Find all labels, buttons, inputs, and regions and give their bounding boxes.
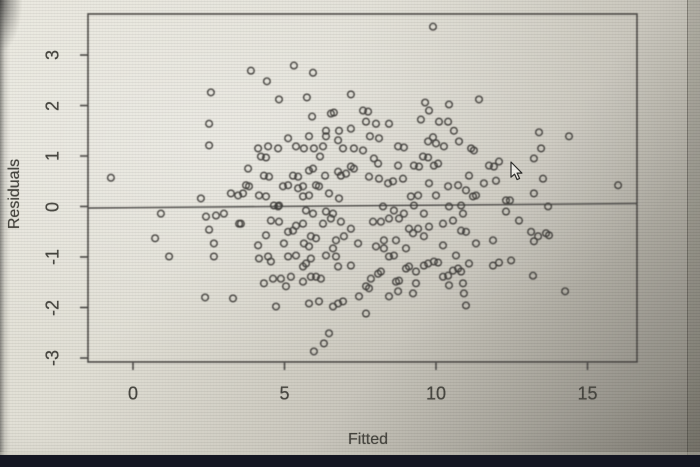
x-tick-label: 10 [425,383,447,404]
right-seam [687,0,700,467]
y-tick-label: 3 [42,49,63,61]
y-tick-label: -1 [42,248,63,266]
left-bezel [0,0,10,467]
x-tick-label: 15 [577,383,598,404]
taskbar [0,455,700,467]
x-axis-title: Fitted [347,431,389,448]
taskbar-highlight [0,452,700,455]
mouse-cursor-icon [510,161,523,181]
y-tick-label: 2 [42,100,63,111]
y-tick-label: 0 [42,201,63,212]
y-tick-label: -3 [42,349,63,367]
y-axis-title: Residuals [6,158,23,230]
x-tick-label: 5 [279,383,290,404]
y-tick-label: -2 [42,299,63,316]
y-tick-label: 1 [42,150,63,162]
corner-shadow [0,0,30,70]
x-tick-label: 0 [127,383,139,404]
